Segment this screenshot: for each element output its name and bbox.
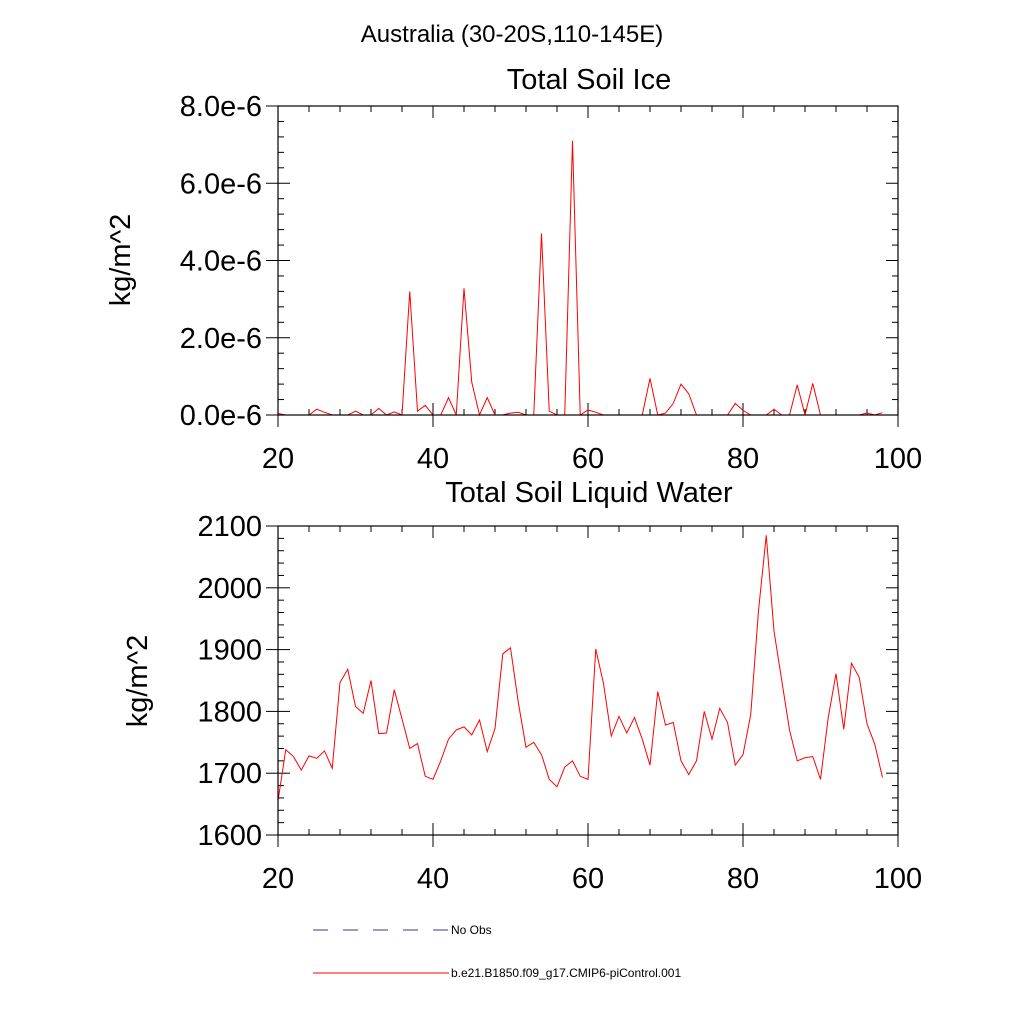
y-tick-label: 1600 [197, 820, 262, 852]
plot-frame [277, 105, 899, 416]
series-line-model [277, 140, 883, 417]
panel-title: Total Soil Ice [507, 64, 671, 96]
x-tick-label: 20 [262, 863, 294, 895]
panel-title: Total Soil Liquid Water [445, 477, 733, 509]
y-tick-label: 1700 [197, 758, 262, 790]
legend: No Obs b.e21.B1850.f09_g17.CMIP6-piContr… [313, 923, 681, 980]
y-tick-label: 1900 [197, 635, 262, 667]
series [277, 535, 883, 802]
x-tick-label: 100 [874, 443, 922, 475]
ticks [266, 525, 899, 847]
tick-labels: 20 40 60 80 100 1600 1700 1800 1900 2000 2100 [197, 511, 922, 895]
y-axis-label: kg/m^2 [122, 635, 154, 728]
x-tick-label: 100 [874, 863, 922, 895]
x-tick-label: 60 [572, 863, 604, 895]
figure-title: Australia (30-20S,110-145E) [361, 21, 663, 48]
legend-entry-model: b.e21.B1850.f09_g17.CMIP6-piControl.001 [313, 966, 681, 980]
tick-labels: 20 40 60 80 100 0.0e-6 2.0e-6 4.0e-6 6.0e-6 8.0e-… [180, 91, 922, 475]
legend-entry-obs: No Obs [313, 923, 492, 937]
x-tick-label: 80 [727, 443, 759, 475]
y-tick-label: 0.0e-6 [180, 400, 262, 432]
plot-frame [277, 525, 899, 836]
x-tick-label: 40 [417, 863, 449, 895]
y-tick-label: 2000 [197, 573, 262, 605]
x-tick-label: 40 [417, 443, 449, 475]
legend-label-obs: No Obs [451, 923, 492, 937]
x-tick-label: 80 [727, 863, 759, 895]
panel-total-soil-liquid-water: Total Soil Liquid Water kg/m^2 20 40 60 80 1… [122, 477, 922, 895]
x-tick-label: 20 [262, 443, 294, 475]
legend-label-model: b.e21.B1850.f09_g17.CMIP6-piControl.001 [451, 966, 681, 980]
y-tick-label: 1800 [197, 696, 262, 728]
series-line-model [277, 535, 883, 802]
y-axis-label: kg/m^2 [105, 214, 137, 307]
x-tick-label: 60 [572, 443, 604, 475]
series [277, 140, 883, 417]
y-tick-label: 2100 [197, 511, 262, 543]
panel-total-soil-ice: Total Soil Ice kg/m^2 20 40 60 80 1000.0e-62… [105, 64, 922, 475]
y-tick-label: 6.0e-6 [180, 168, 262, 200]
y-tick-label: 4.0e-6 [180, 246, 262, 278]
ticks [266, 105, 899, 427]
y-tick-label: 8.0e-6 [180, 91, 262, 123]
y-tick-label: 2.0e-6 [180, 323, 262, 355]
